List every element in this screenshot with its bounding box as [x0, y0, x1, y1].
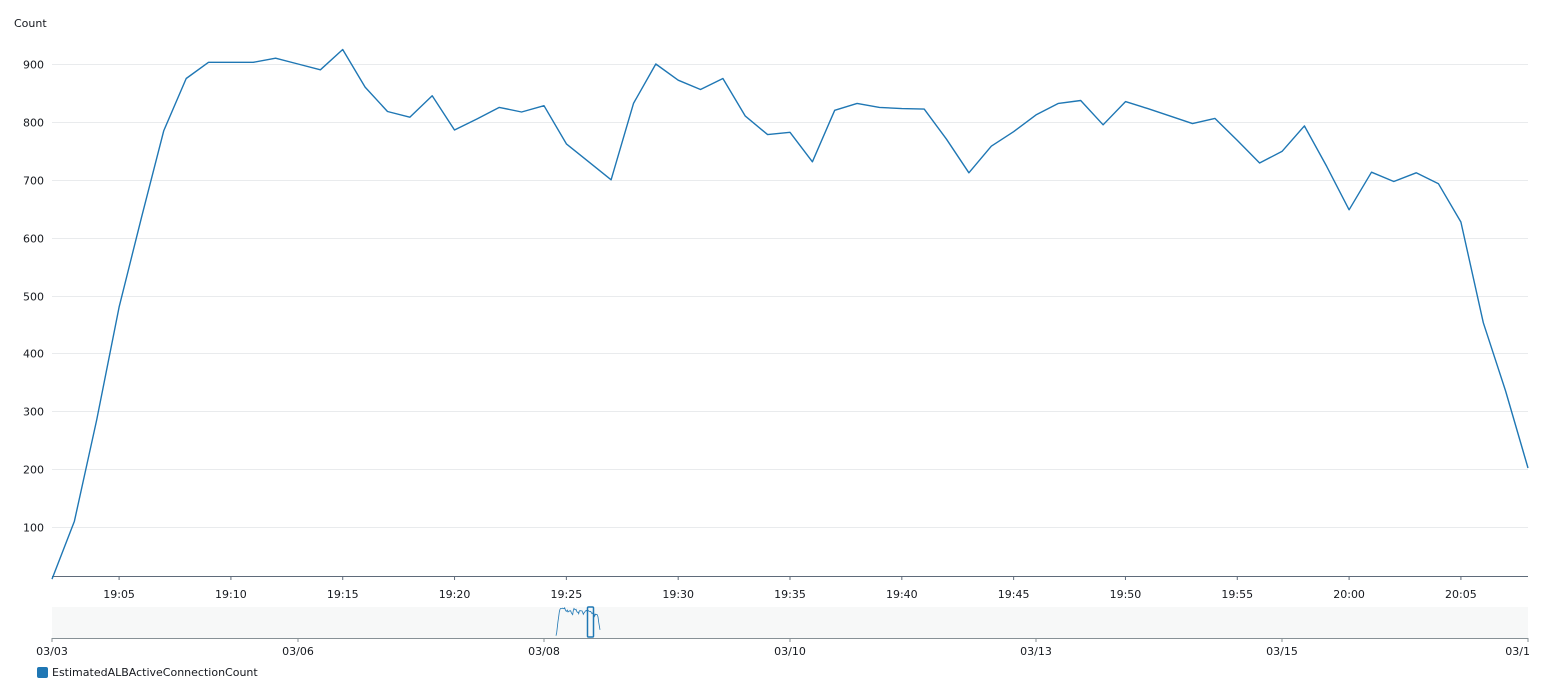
navigator-tick-label: 03/10 [774, 645, 806, 658]
navigator-background [52, 607, 1528, 638]
gridlines [52, 64, 1528, 528]
x-tick-label: 19:50 [1110, 588, 1142, 601]
navigator-ticks: 03/03 03/06 03/08 03/10 03/13 03/15 03/1 [36, 638, 1530, 658]
y-tick-label: 600 [23, 233, 44, 246]
x-tick-label: 19:45 [998, 588, 1030, 601]
y-tick-label: 800 [23, 117, 44, 130]
navigator-tick-label: 03/1 [1505, 645, 1530, 658]
y-axis-label: Count [14, 17, 47, 30]
x-tick-label: 19:35 [774, 588, 806, 601]
legend-swatch [37, 667, 48, 678]
legend-label: EstimatedALBActiveConnectionCount [52, 666, 258, 679]
series-line-estimatedalbactiveconnectioncount [51, 48, 1529, 580]
y-tick-label: 400 [23, 348, 44, 361]
y-tick-label: 300 [23, 406, 44, 419]
navigator-tick-label: 03/03 [36, 645, 68, 658]
x-tick-label: 19:20 [439, 588, 471, 601]
x-tick-label: 19:15 [327, 588, 359, 601]
chart-legend[interactable]: EstimatedALBActiveConnectionCount [37, 666, 258, 679]
y-axis-ticks: 100 200 300 400 500 600 700 800 900 [23, 59, 44, 535]
x-tick-label: 19:30 [662, 588, 694, 601]
series-lines [51, 48, 1529, 580]
navigator-tick-label: 03/15 [1266, 645, 1298, 658]
navigator-tick-label: 03/08 [528, 645, 560, 658]
navigator-tick-label: 03/13 [1020, 645, 1052, 658]
y-tick-label: 100 [23, 522, 44, 535]
y-tick-label: 700 [23, 175, 44, 188]
x-tick-label: 19:10 [215, 588, 247, 601]
time-navigator[interactable]: 03/03 03/06 03/08 03/10 03/13 03/15 03/1 [36, 606, 1530, 658]
x-tick-label: 19:55 [1221, 588, 1253, 601]
x-tick-label: 19:25 [551, 588, 583, 601]
navigator-mini-line [555, 606, 601, 636]
y-tick-label: 500 [23, 291, 44, 304]
navigator-selection-handle[interactable] [586, 606, 595, 638]
x-tick-label: 20:05 [1445, 588, 1477, 601]
x-tick-label: 19:40 [886, 588, 918, 601]
x-tick-label: 19:05 [103, 588, 135, 601]
navigator-tick-label: 03/06 [282, 645, 314, 658]
y-tick-label: 900 [23, 59, 44, 72]
y-tick-label: 200 [23, 464, 44, 477]
x-axis-ticks: 19:05 19:10 19:15 19:20 19:25 19:30 19:35 19:40… [103, 576, 1477, 601]
x-tick-label: 20:00 [1333, 588, 1365, 601]
navigator-mini-series [555, 606, 601, 636]
